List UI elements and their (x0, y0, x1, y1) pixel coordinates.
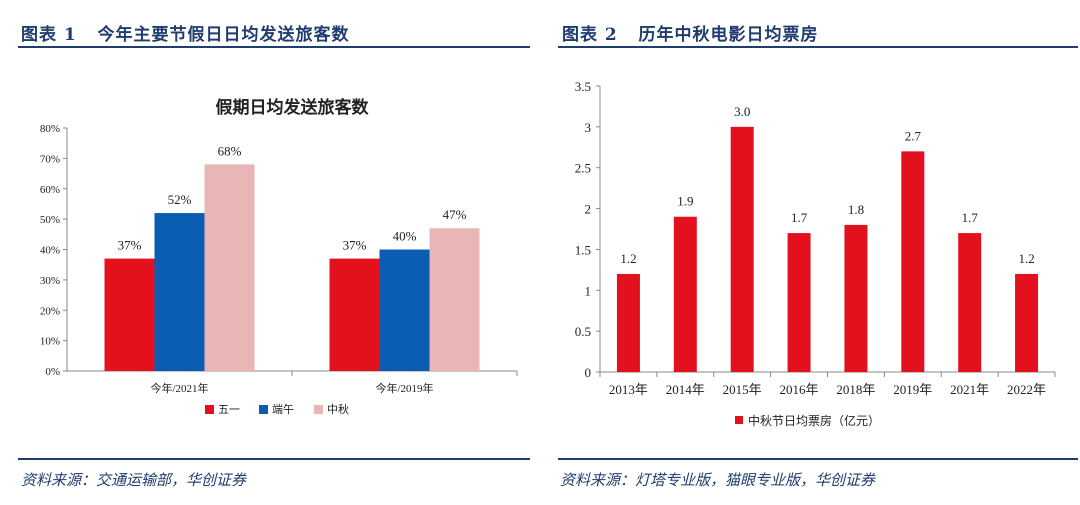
figure-1-top-rule (18, 46, 530, 48)
figure-1-panel: 图表 1 今年主要节假日日均发送旅客数 假期日均发送旅客数 0% 10% 20% 30%… (0, 0, 535, 505)
figure-1-heading: 图表 1 今年主要节假日日均发送旅客数 (21, 20, 350, 45)
chart-1-data-label: 37% (343, 238, 367, 253)
figure-2-heading: 图表 2 历年中秋电影日均票房 (562, 20, 819, 45)
chart-2-bar (1015, 273, 1039, 372)
chart-2-y-tick-label: 2 (585, 202, 592, 217)
chart-1-y-tick-label: 60% (40, 184, 60, 196)
chart-2-data-label: 1.2 (620, 251, 636, 266)
chart-2-x-tick-label: 2019年 (893, 382, 932, 397)
chart-2-data-label: 1.7 (791, 210, 808, 225)
chart-2-bar (730, 126, 754, 372)
chart-2-data-label: 1.9 (677, 194, 693, 209)
chart-2-y-tick-label: 0 (585, 365, 592, 380)
chart-2-bar (844, 224, 868, 372)
chart-1-bar (429, 228, 480, 371)
figure-2-source: 资料来源：灯塔专业版，猫眼专业版，华创证券 (560, 471, 876, 489)
chart-2-y-tick-label: 3.5 (575, 79, 591, 94)
chart-1-y-tick-label: 30% (40, 275, 60, 287)
chart-2-bar (616, 273, 640, 372)
chart-1-y-tick-label: 80% (40, 123, 60, 135)
chart-2-x-tick-label: 2018年 (836, 382, 875, 397)
chart-1-y-tick-label: 20% (40, 305, 60, 317)
chart-1-legend-swatch (205, 405, 214, 414)
chart-1-data-label: 40% (393, 229, 417, 244)
chart-1-bar (104, 258, 155, 371)
chart-2-bar (958, 233, 982, 372)
chart-1-y-tick-label: 50% (40, 214, 60, 226)
chart-2-data-label: 1.8 (848, 202, 864, 217)
chart-1-y-tick-label: 40% (40, 245, 60, 257)
chart-2-x-tick-label: 2013年 (609, 382, 648, 397)
passenger-chart: 假期日均发送旅客数 0% 10% 20% 30% 40% 50% 60% 70% 80% 今年/20… (40, 97, 518, 416)
chart-2-bar (901, 151, 925, 372)
chart-1-y-tick-label: 0% (45, 366, 60, 378)
chart-2-y-tick-label: 3 (585, 120, 592, 135)
chart-1-x-tick-label: 今年/2021年 (150, 381, 208, 395)
figure-2-title: 历年中秋电影日均票房 (638, 25, 819, 45)
chart-2-y-tick-label: 2.5 (575, 161, 591, 176)
chart-2-bar (787, 233, 811, 372)
chart-2-x-tick-label: 2021年 (950, 382, 989, 397)
chart-2-data-label: 1.2 (1018, 251, 1034, 266)
chart-2-x-tick-label: 2022年 (1007, 382, 1046, 397)
chart-2-data-label: 1.7 (962, 210, 979, 225)
chart-1-legend-label: 端午 (272, 403, 294, 416)
chart-2-y-tick-label: 1.5 (575, 242, 591, 257)
chart-2-data-label: 2.7 (905, 128, 922, 143)
chart-1-title: 假期日均发送旅客数 (216, 97, 370, 117)
chart-1-bar (154, 213, 205, 371)
chart-1-bar (204, 164, 255, 371)
figure-1-source: 资料来源：交通运输部，华创证券 (21, 471, 247, 489)
figure-2-label: 图表 2 (562, 25, 618, 45)
chart-1-bar (329, 258, 380, 371)
chart-2-y-tick-label: 1 (585, 283, 592, 298)
chart-2-y-tick-label: 0.5 (575, 324, 591, 339)
chart-1-legend-swatch (314, 405, 323, 414)
chart-1-y-tick-label: 10% (40, 336, 60, 348)
chart-2-legend-label: 中秋节日均票房（亿元） (748, 413, 880, 428)
chart-1-data-label: 37% (118, 238, 142, 253)
chart-2-legend-swatch (735, 416, 743, 424)
chart-2-x-tick-label: 2016年 (780, 382, 819, 397)
figure-2-panel: 图表 2 历年中秋电影日均票房 0 0.5 1 1.5 2 2.5 3 3.5 2013年 1.2… (548, 0, 1080, 505)
figure-1-title: 今年主要节假日日均发送旅客数 (97, 25, 350, 45)
chart-1-data-label: 68% (218, 143, 242, 158)
figure-2-bottom-rule (558, 458, 1078, 460)
figure-1-label: 图表 1 (21, 25, 77, 45)
chart-1-data-label: 47% (443, 207, 467, 222)
chart-1-data-label: 52% (168, 192, 192, 207)
chart-2-bar (673, 216, 697, 372)
chart-1-legend-label: 中秋 (327, 402, 349, 416)
chart-1-x-tick-label: 今年/2019年 (375, 381, 433, 395)
chart-1-bar (379, 249, 430, 371)
chart-2-data-label: 3.0 (734, 104, 750, 119)
figure-2-top-rule (558, 46, 1078, 48)
chart-1-legend-label: 五一 (218, 404, 240, 416)
box-office-chart: 0 0.5 1 1.5 2 2.5 3 3.5 2013年 1.2 2014年 1.9 2015年 3.0… (575, 79, 1056, 428)
chart-1-y-tick-label: 70% (40, 153, 60, 165)
chart-2-x-tick-label: 2014年 (666, 382, 705, 397)
chart-2-x-tick-label: 2015年 (723, 382, 762, 397)
chart-1-legend-swatch (259, 405, 268, 414)
figure-1-bottom-rule (18, 458, 530, 460)
